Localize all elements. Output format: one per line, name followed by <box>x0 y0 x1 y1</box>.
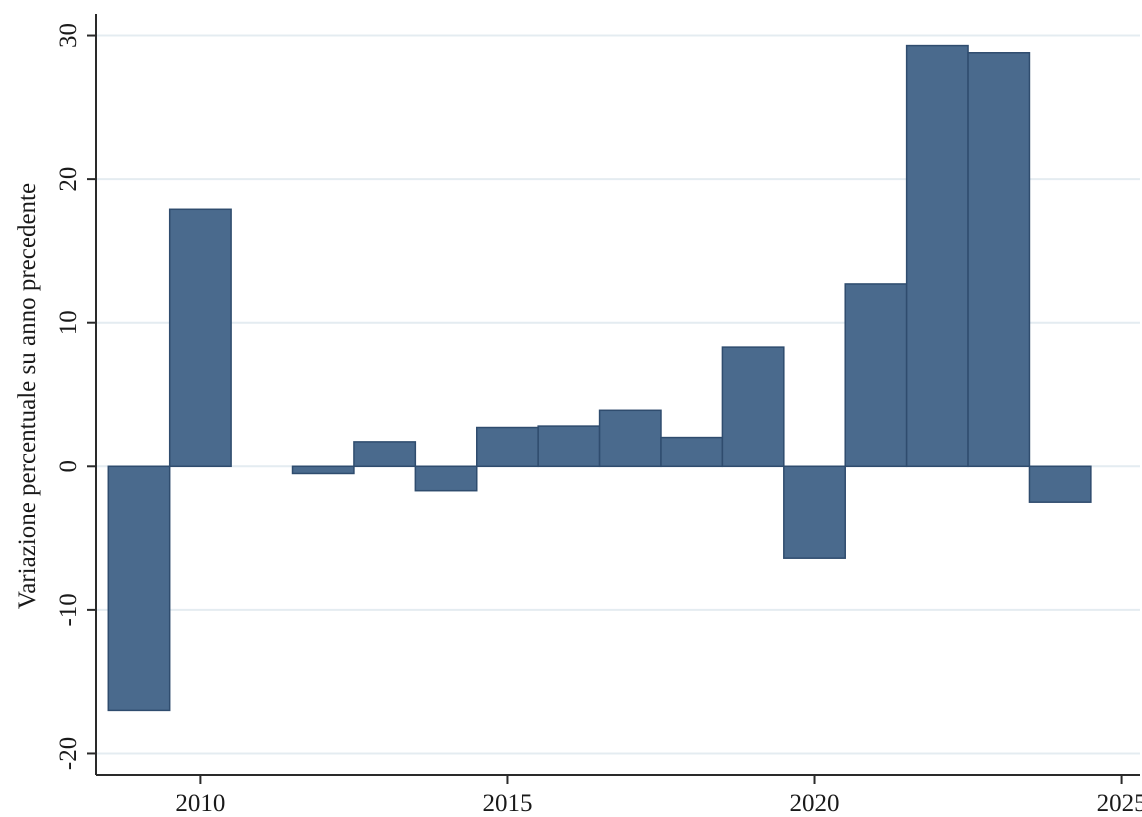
bar-2019 <box>721 346 785 468</box>
y-tick-label--20: -20 <box>55 737 82 770</box>
bar-2012 <box>291 465 355 475</box>
bar-2020 <box>783 465 846 559</box>
bar-2018 <box>660 436 724 468</box>
bar-2024 <box>1028 465 1092 503</box>
bar-2014 <box>414 465 478 492</box>
bar-2022 <box>905 44 969 468</box>
tick-labels: -20 -10 0 10 20 30 2010 2015 2020 2025 <box>55 23 1142 817</box>
bar-2017 <box>598 409 662 468</box>
bars <box>107 44 1092 712</box>
bar-2016 <box>537 425 601 468</box>
x-tick-label-2015: 2015 <box>482 790 532 817</box>
x-tick-label-2025: 2025 <box>1097 790 1142 817</box>
x-tick-label-2020: 2020 <box>790 790 840 817</box>
bar-2013 <box>353 441 417 468</box>
y-tick-label-20: 20 <box>55 167 82 192</box>
bar-2023 <box>967 52 1031 468</box>
axes <box>87 14 1140 784</box>
y-tick-label-30: 30 <box>55 23 82 48</box>
bar-2009 <box>107 465 171 712</box>
bar-2015 <box>476 426 539 468</box>
bar-2021 <box>844 283 908 468</box>
y-tick-label-10: 10 <box>55 310 82 335</box>
y-axis-title: Variazione percentuale su anno precedent… <box>14 183 41 609</box>
y-tick-label-0: 0 <box>55 460 82 473</box>
x-tick-label-2010: 2010 <box>175 790 225 817</box>
y-tick-label--10: -10 <box>55 593 82 626</box>
bar-2010 <box>168 208 232 468</box>
